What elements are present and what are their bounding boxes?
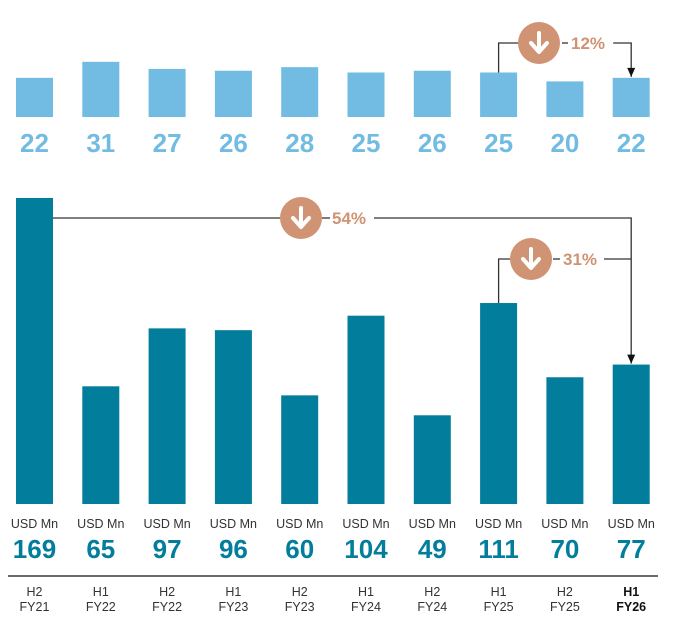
- top-bars: [16, 61, 650, 117]
- category-label-8-0: H2: [557, 585, 573, 599]
- top-value-label-1: 31: [86, 128, 115, 158]
- bottom-bar-4: [281, 395, 319, 504]
- category-label-7-1: FY25: [484, 600, 514, 614]
- top-value-labels: 22 31 27 26 28 25 26 25 20 22: [20, 128, 646, 158]
- category-label-2-1: FY22: [152, 600, 182, 614]
- unit-label-5: USD Mn: [342, 517, 389, 531]
- top-bar-5: [347, 72, 385, 117]
- category-label-5-0: H1: [358, 585, 374, 599]
- category-label-5-1: FY24: [351, 600, 381, 614]
- bottom-bar-9: [612, 364, 650, 504]
- annotation-label-31: 31%: [563, 250, 597, 269]
- annotation-line-12-right: [613, 42, 632, 77]
- bottom-bar-0: [16, 198, 53, 504]
- top-bar-9: [612, 77, 650, 117]
- unit-label-6: USD Mn: [409, 517, 456, 531]
- top-value-label-8: 20: [550, 128, 579, 158]
- top-value-label-0: 22: [20, 128, 49, 158]
- bottom-value-label-6: 49: [418, 534, 447, 564]
- bottom-unit-labels: USD Mn USD Mn USD Mn USD Mn USD Mn USD Mn USD …: [11, 517, 655, 531]
- top-value-label-4: 28: [285, 128, 314, 158]
- annotation-label-12: 12%: [571, 34, 605, 53]
- unit-label-1: USD Mn: [77, 517, 124, 531]
- top-bar-4: [281, 67, 319, 117]
- unit-label-7: USD Mn: [475, 517, 522, 531]
- bottom-value-label-0: 169: [13, 534, 56, 564]
- arrow-down-icon: [521, 247, 541, 270]
- bottom-value-label-5: 104: [344, 534, 388, 564]
- top-value-label-6: 26: [418, 128, 447, 158]
- top-bar-3: [214, 70, 252, 117]
- top-bar-6: [413, 70, 451, 117]
- bottom-bars: [16, 198, 650, 504]
- category-label-1-0: H1: [93, 585, 109, 599]
- bottom-bar-5: [347, 315, 385, 504]
- top-bar-7: [480, 72, 518, 117]
- annotation-arrowhead-12: [627, 67, 636, 77]
- top-bar-8: [546, 81, 584, 117]
- bottom-value-label-4: 60: [285, 534, 314, 564]
- category-label-0-0: H2: [27, 585, 43, 599]
- category-label-1-1: FY22: [86, 600, 116, 614]
- bottom-bar-8: [546, 377, 584, 504]
- arrow-down-icon: [291, 206, 311, 229]
- bottom-value-labels: 169 65 97 96 60 104 49 111 70 77: [13, 534, 646, 564]
- unit-label-4: USD Mn: [276, 517, 323, 531]
- annotation-arrowhead-54: [627, 354, 636, 364]
- category-label-9-1: FY26: [616, 600, 646, 614]
- category-label-8-1: FY25: [550, 600, 580, 614]
- bottom-bar-7: [480, 303, 518, 504]
- category-label-6-0: H2: [424, 585, 440, 599]
- bottom-value-label-8: 70: [550, 534, 579, 564]
- top-bar-1: [82, 61, 120, 117]
- annotation-label-54: 54%: [332, 209, 366, 228]
- category-label-3-1: FY23: [218, 600, 248, 614]
- category-label-3-0: H1: [225, 585, 241, 599]
- unit-label-3: USD Mn: [210, 517, 257, 531]
- bottom-value-label-7: 111: [478, 534, 519, 564]
- category-labels: H2FY21H1FY22H2FY22H1FY23H2FY23H1FY24H2FY…: [20, 585, 647, 614]
- category-label-0-1: FY21: [20, 600, 50, 614]
- top-value-label-7: 25: [484, 128, 513, 158]
- category-label-9-0: H1: [623, 585, 639, 599]
- annotation-line-54-right: [374, 217, 632, 364]
- category-label-4-0: H2: [292, 585, 308, 599]
- top-bar-2: [148, 68, 186, 117]
- top-value-label-2: 27: [153, 128, 182, 158]
- category-label-6-1: FY24: [417, 600, 447, 614]
- top-value-label-9: 22: [617, 128, 646, 158]
- unit-label-8: USD Mn: [541, 517, 588, 531]
- top-value-label-5: 25: [352, 128, 381, 158]
- bottom-value-label-2: 97: [153, 534, 182, 564]
- category-label-7-0: H1: [491, 585, 507, 599]
- bottom-bar-3: [214, 330, 252, 504]
- bottom-bar-1: [82, 386, 120, 504]
- category-label-2-0: H2: [159, 585, 175, 599]
- bottom-value-label-3: 96: [219, 534, 248, 564]
- bottom-bar-2: [148, 328, 186, 504]
- bottom-value-label-1: 65: [86, 534, 115, 564]
- top-value-label-3: 26: [219, 128, 248, 158]
- bottom-value-label-9: 77: [617, 534, 646, 564]
- annotations: 12% 54% 31%: [53, 22, 636, 364]
- arrow-down-icon: [529, 31, 549, 54]
- unit-label-2: USD Mn: [143, 517, 190, 531]
- annotation-line-31-left: [497, 258, 514, 304]
- unit-label-9: USD Mn: [608, 517, 655, 531]
- category-label-4-1: FY23: [285, 600, 315, 614]
- unit-label-0: USD Mn: [11, 517, 58, 531]
- bottom-bar-6: [413, 415, 451, 504]
- top-bar-0: [16, 77, 53, 117]
